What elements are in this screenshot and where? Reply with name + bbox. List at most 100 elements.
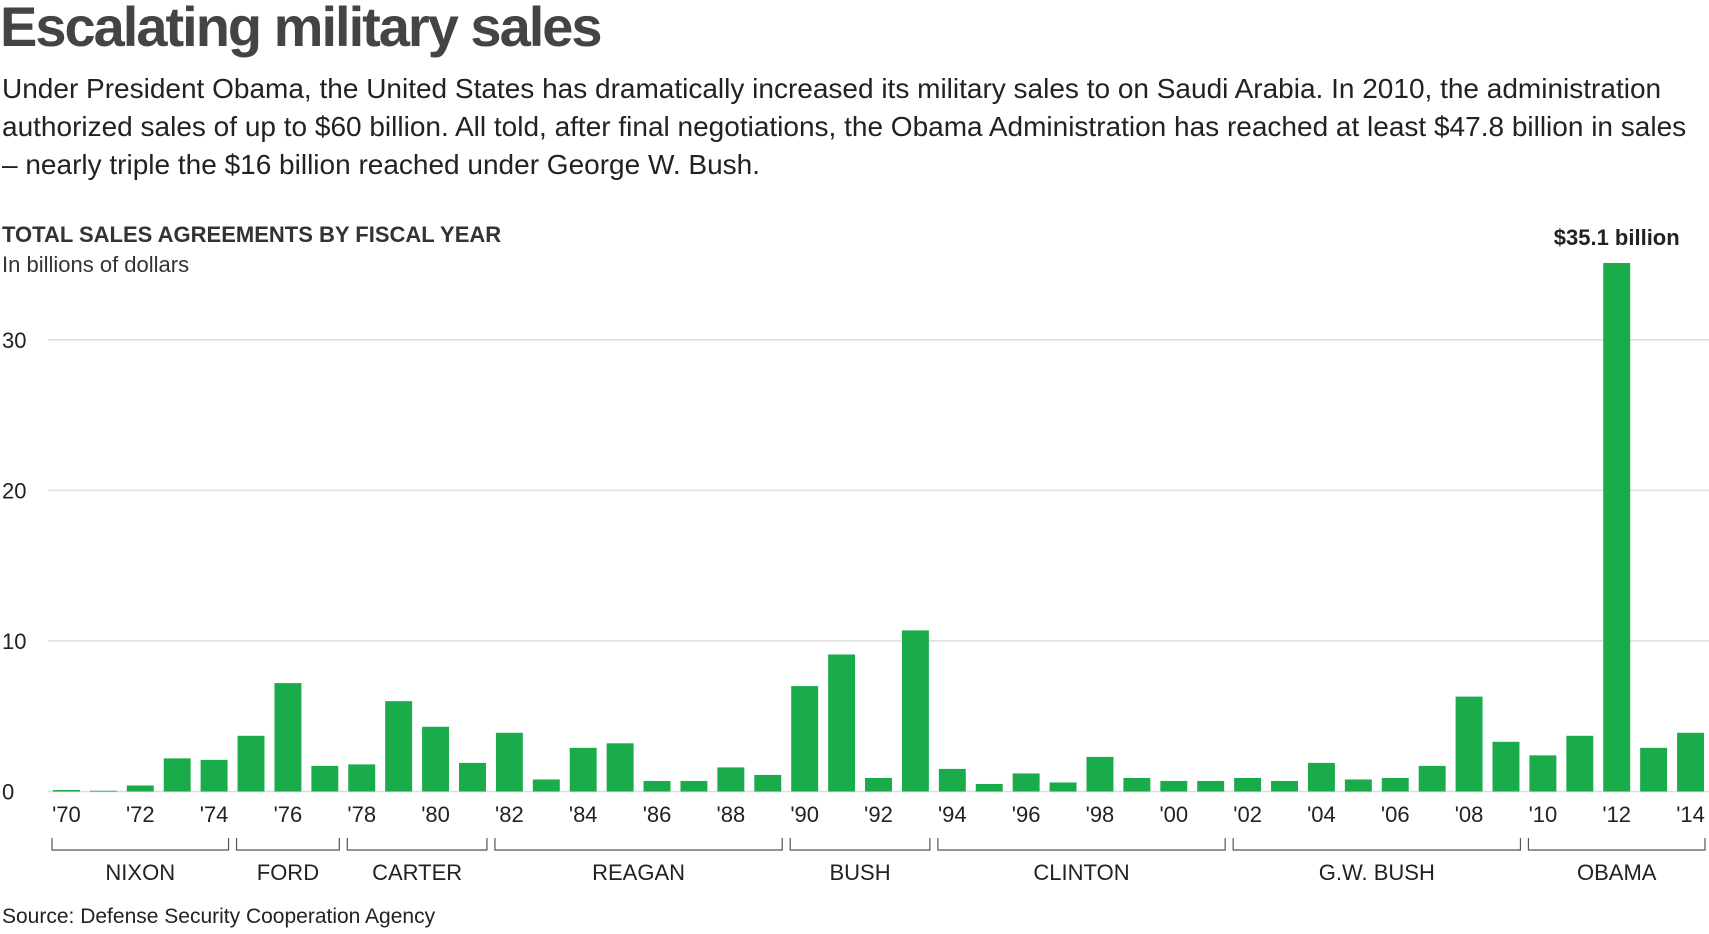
president-groups: NIXON FORD CARTER REAGAN BUSH CLINTON G.W. BUS… (51, 838, 1706, 885)
bar-90 (791, 686, 819, 792)
x-tick-label: '70 (52, 802, 81, 827)
bars (52, 263, 1705, 792)
president-label: CLINTON (1033, 860, 1129, 885)
bar-72 (126, 785, 154, 792)
bar-99 (1123, 777, 1151, 792)
bar-79 (385, 701, 413, 792)
chart-subtitle: Under President Obama, the United States… (2, 73, 1687, 180)
bar-98 (1086, 756, 1114, 792)
bar-04 (1307, 762, 1335, 792)
bar-00 (1160, 780, 1188, 792)
bar-07 (1418, 765, 1446, 792)
president-label: CARTER (372, 860, 462, 885)
x-tick-label: '86 (643, 802, 672, 827)
bar-81 (459, 762, 486, 792)
president-label: G.W. BUSH (1319, 860, 1435, 885)
bar-83 (532, 779, 560, 792)
x-tick-label: '72 (126, 802, 155, 827)
chart-title: Escalating military sales (0, 0, 603, 58)
x-tick-label: '06 (1381, 802, 1410, 827)
y-tick-label: 10 (2, 629, 26, 654)
bar-12 (1603, 263, 1631, 792)
x-tick-label: '08 (1455, 802, 1484, 827)
bar-86 (643, 780, 671, 792)
x-tick-label: '76 (274, 802, 303, 827)
x-tick-label: '88 (717, 802, 746, 827)
bar-85 (606, 743, 634, 792)
bar-93 (901, 630, 929, 792)
x-tick-label: '90 (790, 802, 819, 827)
x-tick-label: '10 (1529, 802, 1558, 827)
source-note: Source: Defense Security Cooperation Age… (2, 905, 436, 928)
bar-70 (52, 789, 80, 792)
bar-75 (237, 735, 265, 792)
annotations: $35.1 billion (1554, 225, 1680, 250)
bar-97 (1049, 782, 1077, 792)
x-tick-label: '04 (1307, 802, 1336, 827)
bar-82 (495, 732, 523, 792)
bar-annotation: $35.1 billion (1554, 225, 1680, 250)
bar-88 (717, 767, 745, 792)
bar-94 (938, 768, 966, 792)
x-tick-label: '00 (1159, 802, 1188, 827)
bar-87 (680, 780, 708, 792)
bar-02 (1234, 777, 1262, 792)
president-label: REAGAN (592, 860, 685, 885)
president-label: BUSH (829, 860, 890, 885)
president-bracket (494, 838, 783, 851)
x-tick-label: '80 (421, 802, 450, 827)
bar-91 (828, 654, 856, 792)
president-bracket (346, 838, 488, 851)
bar-01 (1197, 780, 1225, 792)
x-tick-label: '98 (1086, 802, 1115, 827)
chart-heading: TOTAL SALES AGREEMENTS BY FISCAL YEAR (2, 222, 502, 247)
bar-92 (865, 777, 892, 792)
x-tick-label: '12 (1602, 802, 1631, 827)
bar-09 (1492, 741, 1520, 792)
president-label: FORD (257, 860, 319, 885)
bar-84 (569, 747, 597, 792)
x-tick-label: '14 (1676, 802, 1705, 827)
president-bracket (235, 838, 340, 851)
x-tick-label: '84 (569, 802, 598, 827)
bar-11 (1566, 735, 1594, 792)
bar-74 (200, 759, 228, 792)
bar-80 (422, 726, 450, 792)
bar-06 (1381, 777, 1409, 792)
president-bracket (51, 838, 230, 851)
bar-89 (754, 774, 782, 792)
x-tick-label: '74 (200, 802, 229, 827)
y-tick-label: 30 (2, 328, 26, 353)
y-axis-unit-label: In billions of dollars (2, 252, 190, 277)
x-tick-label: '96 (1012, 802, 1041, 827)
bar-03 (1271, 780, 1298, 792)
bar-05 (1344, 779, 1372, 792)
y-axis-ticks: 0 10 20 30 (2, 328, 26, 805)
bar-95 (975, 783, 1003, 792)
president-bracket (937, 838, 1226, 851)
bar-71 (89, 790, 117, 792)
y-tick-label: 0 (2, 780, 14, 805)
x-tick-label: '78 (347, 802, 376, 827)
bar-76 (274, 683, 302, 792)
bar-73 (163, 758, 191, 792)
bar-13 (1640, 747, 1668, 792)
x-axis-ticks: '70 '72 '74 '76 '78 '80 '82 '84 '86 '88 '90 '92 '94 '… (52, 802, 1705, 827)
bar-08 (1455, 696, 1483, 792)
x-tick-label: '94 (938, 802, 967, 827)
president-bracket (789, 838, 931, 851)
bar-78 (348, 764, 376, 792)
president-bracket (1232, 838, 1522, 851)
y-tick-label: 20 (2, 478, 26, 503)
x-tick-label: '02 (1233, 802, 1262, 827)
bar-96 (1012, 773, 1040, 792)
president-label: NIXON (105, 860, 175, 885)
bar-14 (1677, 732, 1705, 792)
bar-77 (311, 765, 339, 792)
president-label: OBAMA (1577, 860, 1657, 885)
president-bracket (1527, 838, 1706, 851)
x-tick-label: '82 (495, 802, 524, 827)
x-tick-label: '92 (864, 802, 893, 827)
bar-10 (1529, 755, 1557, 792)
